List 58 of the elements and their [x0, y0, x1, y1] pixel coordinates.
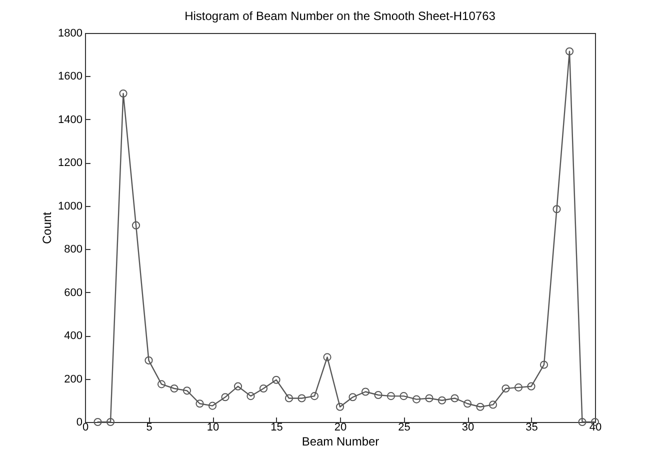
- point: [298, 394, 306, 402]
- y-tick-label: 200: [64, 373, 82, 386]
- point: [259, 384, 268, 393]
- point: [106, 418, 115, 426]
- point: [488, 400, 498, 409]
- point: [425, 394, 434, 402]
- point: [552, 205, 561, 214]
- point: [527, 382, 536, 390]
- point: [208, 402, 217, 410]
- y-tick-label: 1200: [58, 157, 82, 170]
- y-axis-title: Count: [40, 211, 54, 244]
- point: [182, 386, 192, 395]
- y-tick-label: 800: [64, 244, 82, 256]
- point: [119, 89, 128, 98]
- point: [196, 400, 204, 408]
- y-tick-label: 600: [64, 286, 82, 299]
- x-tick-label: 20: [334, 422, 347, 434]
- point: [476, 402, 484, 411]
- point: [400, 392, 408, 400]
- point: [234, 382, 242, 390]
- point: [336, 402, 344, 411]
- point: [284, 394, 294, 402]
- point: [170, 384, 178, 393]
- point: [348, 393, 357, 402]
- x-tick-label: 35: [526, 422, 538, 434]
- chart-title: Histogram of Beam Number on the Smooth Sheet-H10763: [184, 9, 496, 23]
- point: [94, 418, 102, 426]
- point: [221, 393, 230, 402]
- point: [246, 392, 255, 400]
- point: [502, 384, 510, 393]
- point: [132, 221, 140, 230]
- point: [540, 360, 548, 369]
- x-tick-label: 10: [206, 422, 220, 434]
- point: [374, 390, 382, 400]
- point: [310, 392, 319, 400]
- x-tick-label: 5: [146, 422, 152, 434]
- point: [463, 400, 472, 408]
- y-tick-label: 1800: [58, 28, 82, 40]
- point: [386, 392, 396, 400]
- point: [578, 418, 586, 426]
- point: [438, 396, 446, 404]
- point: [323, 353, 332, 362]
- point: [157, 380, 166, 388]
- point: [361, 388, 370, 396]
- y-tick-label: 1600: [58, 70, 82, 83]
- point: [412, 395, 421, 404]
- x-tick-label: 25: [398, 422, 410, 434]
- point: [565, 47, 574, 56]
- x-tick-label: 30: [462, 422, 474, 434]
- point: [144, 356, 153, 364]
- point: [450, 394, 459, 402]
- point: [514, 383, 523, 392]
- x-axis-title: Beam Number: [302, 434, 380, 448]
- y-tick-label: 400: [64, 330, 82, 342]
- y-tick-label: 1400: [58, 114, 82, 126]
- x-tick-label: 15: [270, 422, 283, 434]
- y-tick-label: 1000: [58, 200, 82, 212]
- point: [272, 376, 280, 384]
